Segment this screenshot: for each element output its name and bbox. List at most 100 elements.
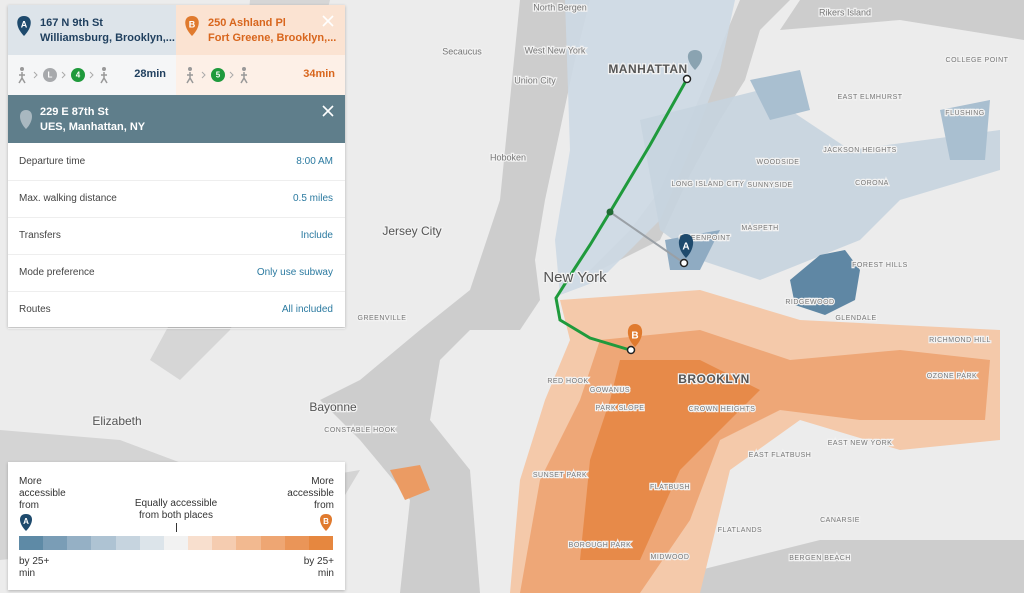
map-label: RIDGEWOOD bbox=[785, 299, 834, 306]
legend: More accessible from A Equally accessibl… bbox=[8, 462, 345, 590]
line-label: 5 bbox=[216, 71, 221, 80]
setting-row[interactable]: Max. walking distance 0.5 miles bbox=[8, 180, 345, 218]
close[interactable] bbox=[322, 15, 334, 27]
legend-right-sub: by 25+ min bbox=[303, 556, 334, 579]
map-label: SUNNYSIDE bbox=[747, 182, 792, 189]
color-step bbox=[43, 536, 68, 550]
chevron bbox=[229, 71, 234, 79]
line-badge bbox=[71, 68, 85, 82]
marker-a: A bbox=[682, 242, 689, 253]
walk-icon bbox=[20, 67, 24, 71]
map-label: GOWANUS bbox=[590, 387, 630, 394]
map-label: BERGEN BEACH bbox=[789, 555, 851, 562]
chevron bbox=[89, 71, 94, 79]
setting-value: All included bbox=[281, 304, 333, 315]
map-label: CANARSIE bbox=[820, 517, 860, 524]
color-step bbox=[139, 536, 164, 550]
map-label: West New York bbox=[525, 45, 586, 55]
address: 167 N 9th St bbox=[40, 17, 103, 29]
map-label: BROOKLYN bbox=[678, 372, 750, 386]
map-label: New York bbox=[543, 269, 607, 286]
color-step bbox=[91, 536, 116, 550]
setting-row[interactable]: Departure time 8:00 AM bbox=[8, 143, 345, 181]
map-label: EAST NEW YORK bbox=[828, 440, 893, 447]
badge: A bbox=[21, 19, 28, 29]
map-label: Union City bbox=[514, 75, 556, 85]
map-label: CROWN HEIGHTS bbox=[689, 406, 756, 413]
address: Fort Greene, Brooklyn,... bbox=[208, 32, 337, 44]
map-label: SUNSET PARK bbox=[533, 472, 587, 479]
setting-value: Include bbox=[300, 230, 333, 241]
line-badge bbox=[211, 68, 225, 82]
origin-a[interactable]: A 167 N 9th St Williamsburg, Brooklyn,... bbox=[8, 5, 176, 55]
badge: B bbox=[189, 19, 196, 29]
pin-a: A bbox=[17, 16, 31, 36]
close[interactable] bbox=[322, 105, 334, 117]
legend-left: More accessible from bbox=[19, 476, 66, 511]
walk-icon bbox=[240, 72, 248, 84]
line-label: L bbox=[48, 71, 53, 80]
route-icons: 5 bbox=[186, 67, 248, 84]
map-label: CORONA bbox=[855, 180, 889, 187]
map-labels: North Bergen Secaucus West New York Union C… bbox=[91, 1, 1009, 563]
map-label: GLENDALE bbox=[835, 315, 876, 322]
walk-icon bbox=[102, 67, 106, 71]
pin-a: A bbox=[20, 514, 32, 531]
color-step bbox=[308, 536, 334, 550]
setting-row[interactable]: Routes All included bbox=[8, 291, 345, 329]
pin-b: B bbox=[185, 16, 199, 36]
line-label: 4 bbox=[76, 71, 81, 80]
map-label: Hoboken bbox=[490, 152, 526, 162]
badge: A bbox=[23, 517, 29, 526]
setting-row[interactable]: Transfers Include bbox=[8, 217, 345, 255]
color-step bbox=[212, 536, 237, 550]
address: Williamsburg, Brooklyn,... bbox=[40, 32, 175, 44]
map-label: WOODSIDE bbox=[757, 159, 800, 166]
badge: B bbox=[323, 517, 329, 526]
map-label: Bayonne bbox=[309, 400, 357, 414]
map-label: Elizabeth bbox=[92, 414, 141, 428]
walk-icon bbox=[242, 67, 246, 71]
map-label: EAST ELMHURST bbox=[837, 94, 902, 101]
map-label: JACKSON HEIGHTS bbox=[823, 147, 897, 154]
color-step bbox=[260, 536, 285, 550]
color-step bbox=[67, 536, 92, 550]
map-label: FLATLANDS bbox=[718, 527, 762, 534]
route-b: 5 34min bbox=[176, 55, 345, 95]
map-label: MASPETH bbox=[741, 225, 778, 232]
pin bbox=[20, 110, 32, 129]
center-tick bbox=[176, 523, 177, 532]
map-label: MIDWOOD bbox=[651, 554, 690, 561]
color-step bbox=[19, 536, 44, 550]
map-label: GREENPOINT bbox=[679, 235, 731, 242]
address: 229 E 87th St bbox=[40, 106, 109, 118]
legend-right: More accessible from bbox=[287, 476, 334, 511]
legend-center: Equally accessible from both places bbox=[134, 498, 218, 521]
color-step bbox=[163, 536, 189, 550]
address: UES, Manhattan, NY bbox=[40, 121, 146, 133]
setting-label: Mode preference bbox=[19, 267, 95, 278]
marker-b: B bbox=[631, 331, 638, 342]
map-label: FOREST HILLS bbox=[852, 262, 908, 269]
map-label: GREENVILLE bbox=[358, 315, 407, 322]
route-a: L 4 28min bbox=[8, 55, 176, 95]
destination[interactable]: 229 E 87th St UES, Manhattan, NY bbox=[8, 95, 345, 143]
color-step bbox=[115, 536, 140, 550]
setting-label: Max. walking distance bbox=[19, 193, 117, 204]
legend-left-sub: by 25+ min bbox=[19, 556, 50, 579]
origin-b[interactable]: B 250 Ashland Pl Fort Greene, Brooklyn,..… bbox=[176, 5, 345, 55]
color-step bbox=[284, 536, 309, 550]
control-panel: A 167 N 9th St Williamsburg, Brooklyn,...… bbox=[8, 5, 345, 329]
setting-value: 8:00 AM bbox=[296, 156, 333, 167]
travel-time: 28min bbox=[134, 68, 166, 80]
map-label: RED HOOK bbox=[547, 378, 588, 385]
map-label: CONSTABLE HOOK bbox=[324, 427, 395, 434]
chevron bbox=[201, 71, 206, 79]
walk-icon bbox=[100, 72, 108, 84]
map-label: North Bergen bbox=[533, 2, 587, 12]
map-label: EAST FLATBUSH bbox=[749, 452, 812, 459]
chevron bbox=[61, 71, 66, 79]
walk-icon bbox=[18, 72, 26, 84]
setting-row[interactable]: Mode preference Only use subway bbox=[8, 254, 345, 292]
